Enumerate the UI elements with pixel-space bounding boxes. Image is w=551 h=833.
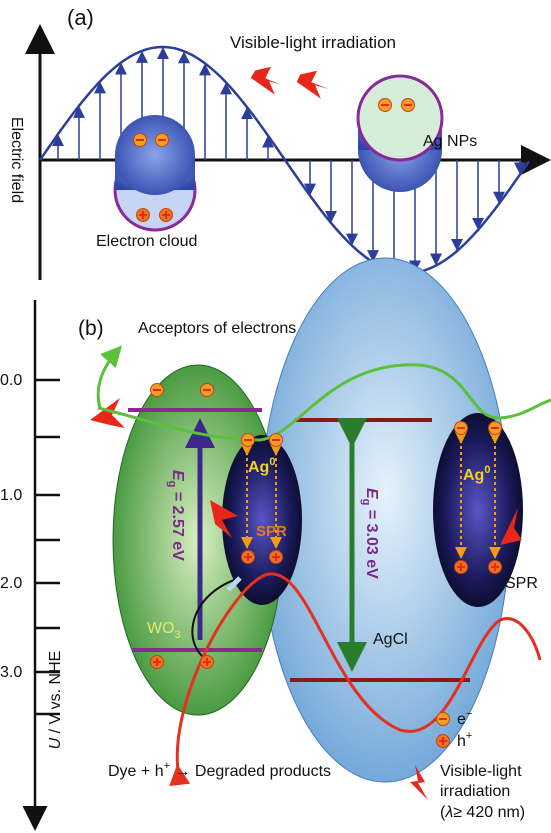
- panel-a: (a) Visible-light irradiation Electric f…: [8, 5, 545, 280]
- text-part: = 2.57 eV: [169, 487, 186, 561]
- panel-b: 0.01.02.03.0 (b) Acceptors of electrons …: [0, 99, 551, 827]
- figure: (a) Visible-light irradiation Electric f…: [0, 0, 551, 833]
- tick-label: 3.0: [0, 664, 22, 681]
- text-part: WO: [147, 620, 175, 637]
- label: (λ≥ 420 nm): [440, 804, 525, 821]
- text-part: → Degraded products: [170, 763, 331, 780]
- tick-label: 2.0: [0, 575, 22, 592]
- text-part: 3: [175, 629, 181, 641]
- label: Visible-light: [440, 763, 522, 780]
- text-part: h: [457, 733, 466, 750]
- text-part: = 3.03 eV: [363, 505, 380, 579]
- lightning: [250, 66, 290, 96]
- label: Ag NPs: [423, 133, 477, 150]
- ag-particle-left: [115, 115, 195, 230]
- text-part: 0: [269, 456, 275, 468]
- label: Dye + h+ → Degraded products: [108, 760, 331, 780]
- panel-label: (a): [67, 5, 94, 30]
- axis-label: Electric field: [8, 117, 25, 203]
- title: Visible-light irradiation: [230, 33, 396, 52]
- text-part: Ag: [463, 467, 484, 484]
- text-part: ≥ 420 nm): [453, 804, 525, 821]
- text-part: 0: [484, 464, 490, 476]
- text-part: Ag: [248, 459, 269, 476]
- acceptor-path: [98, 350, 118, 408]
- text-part: / V vs. NHE: [47, 651, 64, 738]
- panel-label: (b): [78, 317, 104, 340]
- label: Electron cloud: [96, 233, 197, 250]
- label: SPR: [256, 523, 287, 540]
- text-part: −: [466, 708, 472, 720]
- text-part: g: [166, 481, 178, 488]
- label: SPR: [505, 575, 538, 592]
- label: irradiation: [440, 783, 510, 800]
- label: AgCl: [373, 631, 408, 648]
- text-part: Dye + h: [108, 763, 164, 780]
- shape: [115, 115, 195, 195]
- tick-label: 1.0: [0, 487, 22, 504]
- lightning: [296, 70, 338, 100]
- label: Acceptors of electrons: [138, 320, 296, 337]
- text-part: e: [457, 711, 466, 728]
- text-part: +: [466, 730, 472, 742]
- legend-label: h+: [457, 730, 472, 750]
- legend-label: e−: [457, 708, 472, 728]
- text-part: g: [360, 499, 372, 506]
- text-part: U: [47, 737, 64, 749]
- tick-label: 0.0: [0, 372, 22, 389]
- text-part: λ: [444, 804, 453, 821]
- axis-label: U / V vs. NHE: [47, 651, 64, 750]
